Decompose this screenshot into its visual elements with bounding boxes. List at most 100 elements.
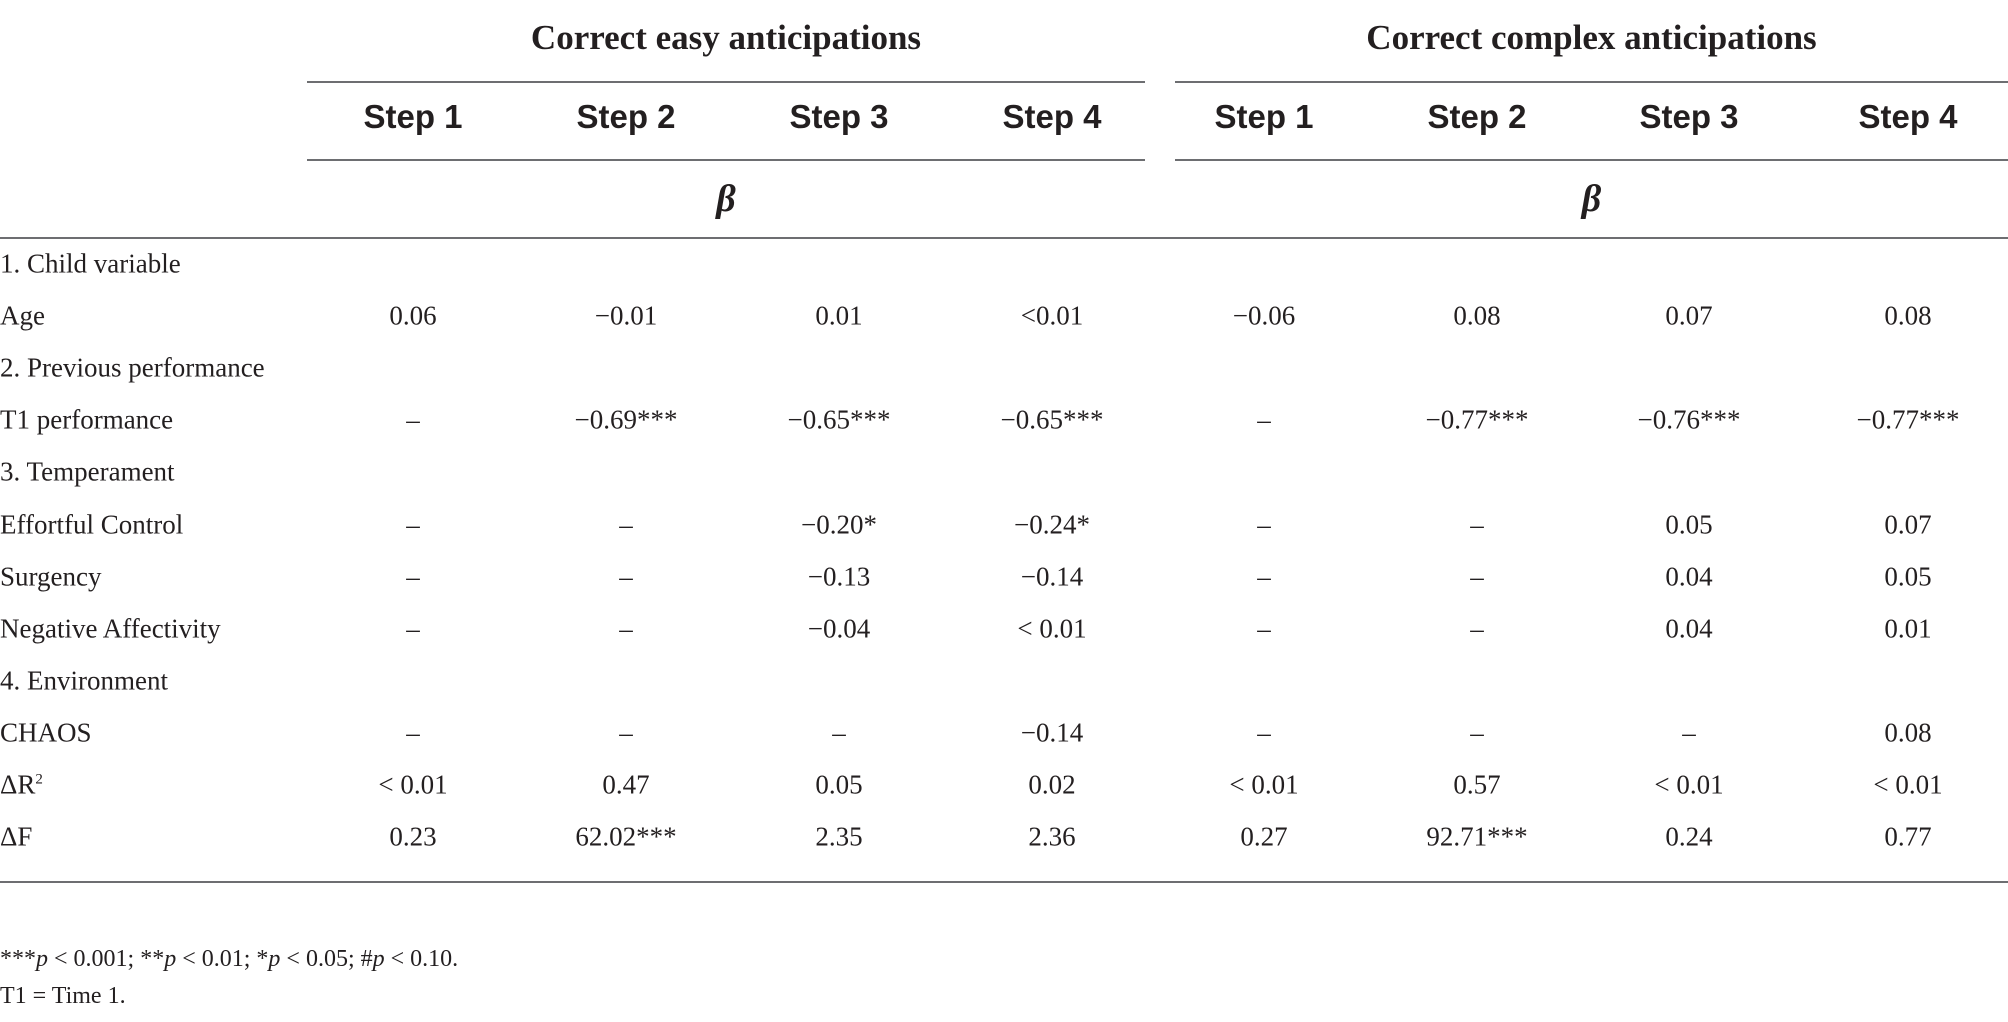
table-cell: – [619,717,633,748]
row-label-text: Surgency [0,561,102,592]
table-cell: – [1470,509,1484,539]
table-cell: – [1257,613,1271,644]
significance-footnote: *** p < 0.001; ** p < 0.01; * p < 0.05; # p … [0,946,458,973]
table-cell: – [406,613,420,644]
table-cell: < 0.01 [378,769,448,800]
row-label-text: Effortful Control [0,509,184,539]
footnote-text: < 0.05; [280,946,361,972]
row-label: ΔR2 [0,770,43,801]
table-cell: 0.04 [1665,561,1713,592]
table-cell: −0.01 [594,300,658,331]
footnote-prefix: *** [0,946,36,972]
table-cell: 0.06 [389,300,437,331]
step-header: Step 3 [789,98,889,135]
row-label: Surgency [0,561,102,592]
footnote-var: p [268,946,281,972]
row-label-text: 3. Temperament [0,456,175,487]
table-cell: – [619,613,633,644]
table-cell: – [619,561,633,592]
footnote-var: p [36,946,48,972]
table-cell: <0.01 [1020,300,1084,331]
table-cell: 0.07 [1884,509,1932,539]
footnote-prefix: ** [140,946,165,972]
table-cell: 62.02*** [575,821,677,852]
table-cell: – [1257,717,1271,748]
coefficient-label-complex: β [1581,178,1602,220]
table-cell: 0.05 [815,769,863,800]
section-heading: 2. Previous performance [0,353,265,384]
table-cell: – [1257,561,1271,592]
abbreviation-footnote: T1 = Time 1. [0,983,126,1009]
table-cell: −0.76*** [1637,404,1741,435]
table-cell: −0.14 [1020,561,1084,592]
rule-under-group-complex [1175,81,2008,83]
row-label-text: T1 performance [0,404,174,435]
table-cell: 0.08 [1884,300,1932,331]
table-cell: – [1470,613,1484,644]
footnote-prefix: * [256,946,269,972]
row-label: Negative Affectivity [0,613,221,644]
row-label: CHAOS [0,717,92,748]
table-cell: < 0.01 [1017,613,1087,644]
row-label: T1 performance [0,405,173,436]
table-cell: 0.57 [1453,769,1501,800]
table-cell: −0.65*** [787,404,891,435]
table-cell: 0.04 [1665,613,1713,644]
header-bottom-rule [0,237,2008,239]
footnote-text: < 0.10. [384,946,459,972]
step-header: Step 4 [1002,98,1102,135]
row-label: Effortful Control [0,509,183,540]
table-cell: 0.01 [815,300,863,331]
table-cell: 92.71*** [1426,821,1528,852]
row-label-text: ΔR [0,769,36,800]
table-cell: 0.02 [1028,769,1076,800]
row-label-text: CHAOS [0,717,92,748]
table-cell: 0.05 [1665,509,1713,539]
table-cell: 0.47 [602,769,650,800]
step-header: Step 2 [1427,98,1527,135]
rule-under-steps-easy [307,159,1145,161]
step-header: Step 2 [576,98,676,135]
table-cell: −0.14 [1020,717,1084,748]
table-cell: 0.07 [1665,300,1713,331]
table-cell: −0.06 [1232,300,1296,331]
step-header: Step 4 [1858,98,1958,135]
footnote-var: p [164,946,177,972]
table-cell: 0.01 [1884,613,1932,644]
step-header: Step 3 [1639,98,1739,135]
table-cell: – [406,561,420,592]
table-cell: – [1257,404,1271,435]
table-cell: – [1470,717,1484,748]
row-label-text: 4. Environment [0,665,168,696]
section-heading: 4. Environment [0,665,168,696]
table-cell: 0.77 [1884,821,1932,852]
table-cell: −0.13 [807,561,871,592]
table-bottom-rule [0,881,2008,883]
table-cell: −0.24* [1014,509,1090,539]
table-cell: 0.23 [389,821,437,852]
table-cell: 2.35 [815,821,863,852]
section-heading: 3. Temperament [0,457,175,488]
table-cell: < 0.01 [1654,769,1724,800]
section-heading: 1. Child variable [0,249,181,280]
step-header: Step 1 [363,98,463,135]
step-header: Step 1 [1214,98,1314,135]
footnote-var: p [372,946,385,972]
rule-under-group-easy [307,81,1145,83]
group-title-easy: Correct easy anticipations [530,18,922,57]
row-label-superscript: 2 [35,771,43,788]
row-label-text: Negative Affectivity [0,613,221,644]
footnote-text: < 0.01; [176,946,257,972]
row-label-text: ΔF [0,821,33,852]
row-label-text: 1. Child variable [0,248,181,279]
group-title-complex: Correct complex anticipations [1366,18,1817,57]
table-cell: – [1257,509,1271,539]
table-cell: – [406,404,420,435]
table-cell: −0.20* [801,509,877,539]
footnote-text: < 0.001; [48,946,141,972]
row-label-text: Age [0,300,45,331]
table-cell: −0.77*** [1856,404,1960,435]
table-cell: −0.04 [807,613,871,644]
rule-under-steps-complex [1175,159,2008,161]
table-cell: – [1682,717,1696,748]
